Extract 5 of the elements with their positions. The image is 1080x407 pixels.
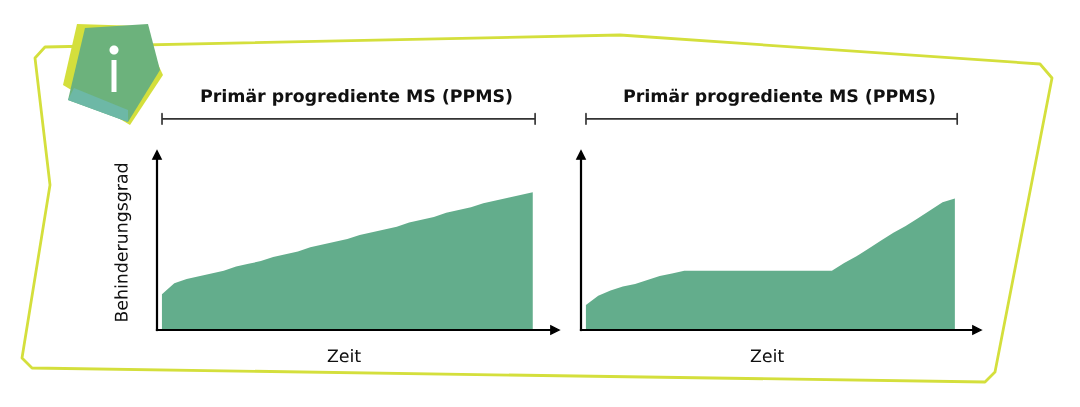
chart-title: Primär progrediente MS (PPMS) [624, 88, 935, 106]
x-axis-title: Zeit [750, 348, 784, 363]
x-axis-title: Zeit [327, 348, 361, 363]
chart-title: Primär progrediente MS (PPMS) [201, 88, 512, 106]
y-axis-title: Behinderungsgrad [114, 164, 132, 321]
